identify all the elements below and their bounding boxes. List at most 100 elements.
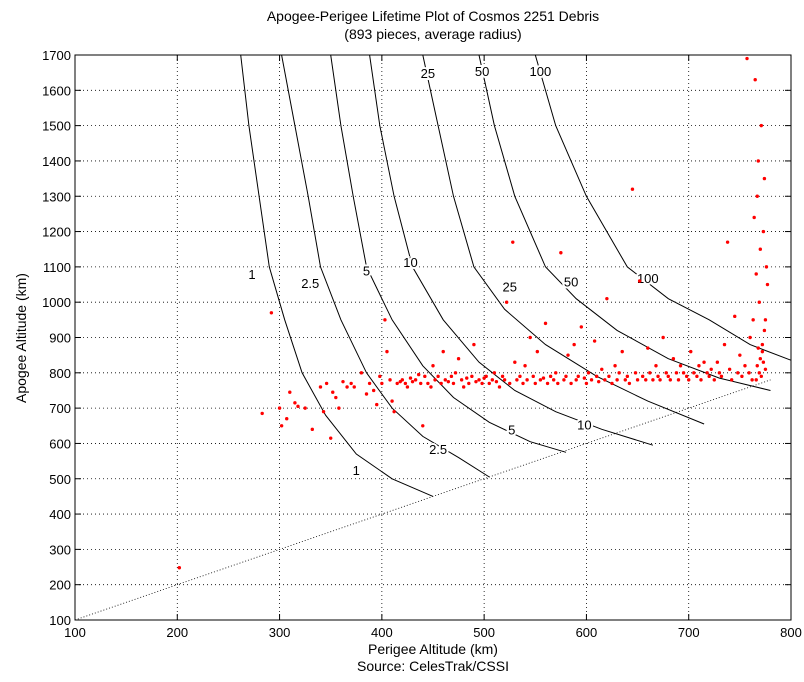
debris-point (651, 378, 655, 382)
debris-point (635, 378, 640, 382)
debris-point (341, 379, 345, 384)
debris-point (607, 374, 611, 379)
debris-point (559, 251, 563, 255)
debris-point (751, 318, 755, 322)
debris-point (331, 390, 335, 394)
y-tick-label: 1200 (42, 225, 71, 240)
debris-point (658, 378, 662, 382)
debris-point (754, 272, 758, 276)
debris-point (617, 371, 621, 375)
debris-point (664, 371, 668, 375)
debris-point (296, 404, 300, 409)
debris-point (725, 240, 730, 244)
debris-point (582, 376, 587, 380)
debris-point (610, 381, 614, 386)
y-tick-label: 1500 (42, 119, 71, 134)
debris-point (380, 381, 384, 386)
debris-point (318, 385, 323, 389)
debris-point (676, 378, 681, 382)
debris-point (324, 381, 329, 386)
debris-point (576, 374, 580, 379)
debris-point (684, 374, 689, 379)
chart-title: Apogee-Perigee Lifetime Plot of Cosmos 2… (267, 8, 599, 24)
x-tick-label: 400 (371, 625, 393, 640)
debris-point (474, 379, 478, 384)
debris-point (569, 381, 573, 386)
y-tick-label: 800 (49, 366, 71, 381)
contour-label: 25 (421, 66, 435, 81)
debris-point (594, 374, 599, 379)
x-axis: 100 200 300 400 500 600 700 800 (64, 55, 802, 640)
debris-point (564, 374, 568, 379)
x-tick-label: 100 (64, 625, 86, 640)
debris-point (551, 378, 556, 382)
debris-point (727, 367, 732, 371)
debris-point (648, 371, 652, 375)
debris-point (646, 346, 650, 350)
debris-point (528, 335, 532, 340)
debris-point (615, 378, 619, 382)
debris-point (484, 374, 488, 379)
debris-point (490, 378, 495, 382)
contour-label: 100 (637, 271, 659, 286)
debris-point (671, 356, 676, 361)
debris-point (661, 335, 665, 340)
debris-point (637, 279, 642, 283)
contour-label: 25 (502, 280, 516, 295)
debris-point (511, 240, 515, 244)
debris-point (572, 342, 576, 347)
debris-point (487, 381, 491, 386)
debris-point (364, 392, 369, 396)
y-tick-label: 1600 (42, 83, 71, 98)
debris-point (470, 374, 474, 379)
debris-point (429, 385, 433, 389)
debris-point (584, 381, 589, 386)
contour-label: 50 (475, 64, 489, 79)
debris-point (334, 395, 338, 400)
debris-point (416, 372, 421, 377)
debris-point (666, 374, 670, 379)
y-tick-label: 400 (49, 507, 71, 522)
debris-point (321, 409, 326, 414)
debris-point (697, 364, 701, 368)
debris-point (538, 378, 543, 382)
debris-point (762, 328, 767, 333)
debris-point (177, 566, 182, 570)
contour-label: 2.5 (301, 276, 319, 291)
debris-point (371, 388, 376, 393)
debris-point (738, 353, 742, 357)
y-axis: 1002003004005006007008009001000110012001… (42, 48, 791, 628)
debris-point (600, 367, 604, 371)
debris-point (762, 176, 767, 181)
contour-label: 1 (353, 463, 360, 478)
debris-point (410, 379, 415, 384)
debris-point (620, 349, 624, 354)
debris-point (719, 374, 724, 379)
debris-point (755, 194, 759, 198)
debris-point (472, 342, 476, 347)
debris-point (423, 374, 427, 379)
debris-point (500, 374, 505, 379)
debris-point (378, 374, 382, 379)
debris-point (753, 78, 757, 82)
debris-point (535, 349, 540, 354)
circular-orbit-line-path (75, 379, 771, 620)
contour-label: 10 (403, 255, 417, 270)
debris-point (449, 374, 454, 379)
y-tick-label: 1700 (42, 48, 71, 63)
debris-point (756, 159, 760, 163)
debris-point (403, 381, 408, 386)
x-tick-label: 600 (576, 625, 598, 640)
debris-point (492, 371, 497, 375)
debris-point (760, 349, 765, 354)
debris-point (627, 381, 632, 386)
contour-line (240, 55, 434, 497)
debris-point (761, 360, 766, 364)
debris-point (574, 378, 578, 382)
contour-line (369, 55, 654, 446)
debris-point (743, 364, 747, 368)
debris-point (260, 411, 264, 416)
debris-point (586, 371, 591, 375)
debris-point (513, 360, 517, 364)
